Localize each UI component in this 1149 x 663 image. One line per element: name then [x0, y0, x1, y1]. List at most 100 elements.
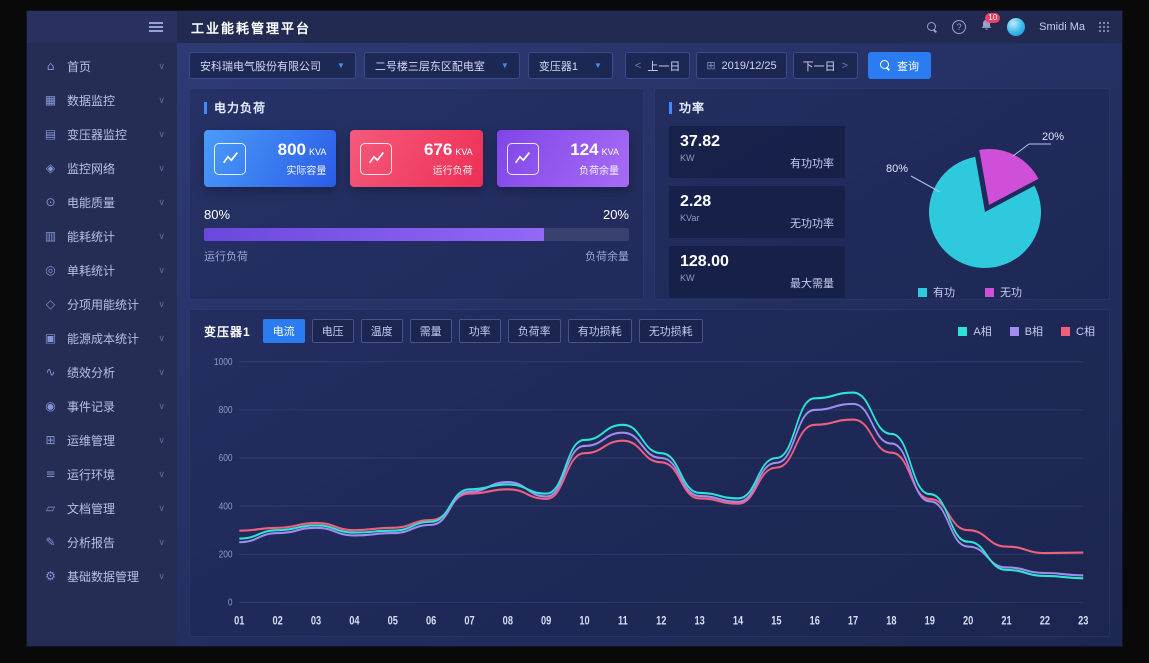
svg-text:400: 400: [219, 500, 233, 512]
legend-label: C相: [1076, 326, 1095, 338]
tab-负荷率[interactable]: 负荷率: [507, 319, 561, 343]
svg-text:22: 22: [1040, 616, 1050, 628]
sidebar-item-label: 基础数据管理: [67, 569, 140, 584]
sidebar-item-7[interactable]: ◇ 分项用能统计 ∨: [27, 287, 177, 321]
query-label: 查询: [897, 60, 920, 73]
tab-功率[interactable]: 功率: [458, 319, 501, 343]
network-icon: ◈: [45, 161, 56, 175]
sidebar-item-2[interactable]: ▤ 变压器监控 ∨: [27, 117, 177, 151]
transformer-monitor-icon: ▤: [44, 127, 57, 141]
sidebar-item-1[interactable]: ▦ 数据监控 ∨: [27, 83, 177, 117]
card-value: 676: [423, 140, 453, 159]
card-unit: KVA: [601, 147, 619, 157]
legend-swatch: [958, 326, 968, 336]
sidebar-item-12[interactable]: ≡ 运行环境 ∨: [27, 457, 177, 491]
power-load-panel: 电力负荷 800 KVA 实际容量 676 KVA 运行负荷 124 KVA 负荷余量 80% …: [189, 88, 644, 300]
date-picker[interactable]: ⊞ 2019/12/25: [696, 52, 787, 79]
help-icon[interactable]: ?: [952, 20, 967, 34]
chevron-down-icon: ▼: [593, 61, 602, 70]
legend-swatch: [1061, 326, 1071, 336]
chevron-down-icon: ∨: [158, 60, 165, 71]
svg-text:0: 0: [228, 597, 233, 609]
power-stat-1: 2.28 KVar 无功功率: [669, 186, 845, 238]
sidebar-item-6[interactable]: ◎ 单耗统计 ∨: [27, 253, 177, 287]
search-icon[interactable]: [927, 21, 938, 33]
stat-unit: KVar: [680, 213, 700, 223]
load-card-1: 676 KVA 运行负荷: [350, 130, 483, 187]
pie-legend: 有功 无功: [918, 284, 1022, 300]
chevron-down-icon: ∨: [158, 536, 165, 547]
sidebar: ⌂ 首页 ∨ ▦ 数据监控 ∨ ▤ 变压器监控 ∨ ◈ 监控网络 ∨ ⊙ 电能质量 ∨ ▥ 能耗统计 ∨ ◎ 单耗统计…: [27, 43, 177, 646]
chevron-right-icon: >: [841, 59, 849, 72]
svg-text:05: 05: [388, 616, 398, 628]
main-content: 安科瑞电气股份有限公司 ▼ 二号楼三层东区配电室 ▼ 变压器1 ▼ < 上一日 ⊞ 201…: [177, 43, 1122, 646]
maintenance-icon: ⊞: [45, 433, 56, 447]
pie-chart: 80% 20%: [886, 131, 1064, 268]
tab-无功损耗[interactable]: 无功损耗: [638, 319, 703, 343]
sidebar-item-8[interactable]: ▣ 能源成本统计 ∨: [27, 321, 177, 355]
room-select[interactable]: 二号楼三层东区配电室 ▼: [363, 52, 520, 79]
sidebar-item-15[interactable]: ⚙ 基础数据管理 ∨: [27, 559, 177, 593]
tab-电压[interactable]: 电压: [311, 319, 354, 343]
legend-label: A相: [973, 326, 992, 338]
stat-label: 最大需量: [790, 278, 834, 290]
prev-day-button[interactable]: < 上一日: [624, 52, 691, 79]
avatar[interactable]: [1007, 18, 1026, 36]
transformer-select[interactable]: 变压器1 ▼: [527, 52, 613, 79]
sidebar-item-9[interactable]: ∿ 绩效分析 ∨: [27, 355, 177, 389]
svg-text:08: 08: [503, 616, 513, 628]
menu-toggle-icon[interactable]: [149, 22, 163, 32]
sidebar-item-0[interactable]: ⌂ 首页 ∨: [27, 49, 177, 83]
sidebar-item-3[interactable]: ◈ 监控网络 ∨: [27, 151, 177, 185]
environment-icon: ≡: [45, 467, 56, 481]
sidebar-item-label: 分项用能统计: [67, 297, 140, 312]
tab-需量[interactable]: 需量: [409, 319, 452, 343]
sidebar-item-13[interactable]: ▱ 文档管理 ∨: [27, 491, 177, 525]
tab-有功损耗[interactable]: 有功损耗: [567, 319, 632, 343]
query-button[interactable]: 查询: [868, 52, 932, 79]
tab-电流[interactable]: 电流: [262, 319, 305, 343]
sidebar-item-label: 单耗统计: [67, 263, 116, 278]
svg-text:200: 200: [219, 549, 233, 561]
svg-text:13: 13: [694, 616, 704, 628]
line-legend-item: C相: [1061, 323, 1095, 339]
svg-text:04: 04: [349, 616, 359, 628]
chevron-down-icon: ∨: [158, 162, 165, 173]
chevron-down-icon: ∨: [158, 366, 165, 377]
card-label: 实际容量: [286, 166, 327, 177]
sidebar-item-label: 运维管理: [67, 433, 116, 448]
sidebar-item-4[interactable]: ⊙ 电能质量 ∨: [27, 185, 177, 219]
tab-温度[interactable]: 温度: [360, 319, 403, 343]
svg-text:17: 17: [848, 616, 858, 628]
company-select[interactable]: 安科瑞电气股份有限公司 ▼: [189, 52, 356, 79]
sidebar-item-label: 能耗统计: [67, 229, 116, 244]
energy-cost-icon: ▣: [44, 331, 57, 345]
sidebar-item-5[interactable]: ▥ 能耗统计 ∨: [27, 219, 177, 253]
svg-text:800: 800: [219, 404, 233, 416]
legend-label: B相: [1024, 326, 1044, 338]
chevron-down-icon: ∨: [158, 264, 165, 275]
sidebar-item-11[interactable]: ⊞ 运维管理 ∨: [27, 423, 177, 457]
svg-text:03: 03: [311, 616, 321, 628]
stat-unit: KW: [680, 153, 695, 163]
chart-tabs: 电流 电压 温度 需量 功率 负荷率 有功损耗 无功损耗: [262, 319, 703, 343]
sidebar-header: [27, 11, 177, 43]
line-legend: A相 B相 C相: [958, 323, 1095, 339]
sidebar-item-label: 电能质量: [67, 195, 116, 210]
load-card-0: 800 KVA 实际容量: [204, 130, 337, 187]
chevron-down-icon: ∨: [158, 196, 165, 207]
user-name: Smidi Ma: [1039, 21, 1085, 33]
sidebar-item-10[interactable]: ◉ 事件记录 ∨: [27, 389, 177, 423]
card-value: 124: [570, 140, 599, 159]
card-unit: KVA: [308, 147, 327, 157]
notifications-button[interactable]: 10: [980, 12, 1001, 37]
sidebar-item-14[interactable]: ✎ 分析报告 ∨: [27, 525, 177, 559]
header-actions: ? 10 Smidi Ma: [927, 12, 1122, 37]
apps-grid-icon[interactable]: [1099, 21, 1110, 33]
performance-icon: ∿: [45, 365, 56, 379]
chevron-down-icon: ∨: [158, 128, 165, 139]
line-chart: 0 200 400 600 800 1000 01 02 03 04 05 06 07 08 09 10 11 1…: [214, 356, 1089, 628]
chevron-down-icon: ∨: [158, 332, 165, 343]
legend-swatch: [1009, 326, 1019, 336]
next-day-button[interactable]: 下一日 >: [792, 52, 859, 79]
